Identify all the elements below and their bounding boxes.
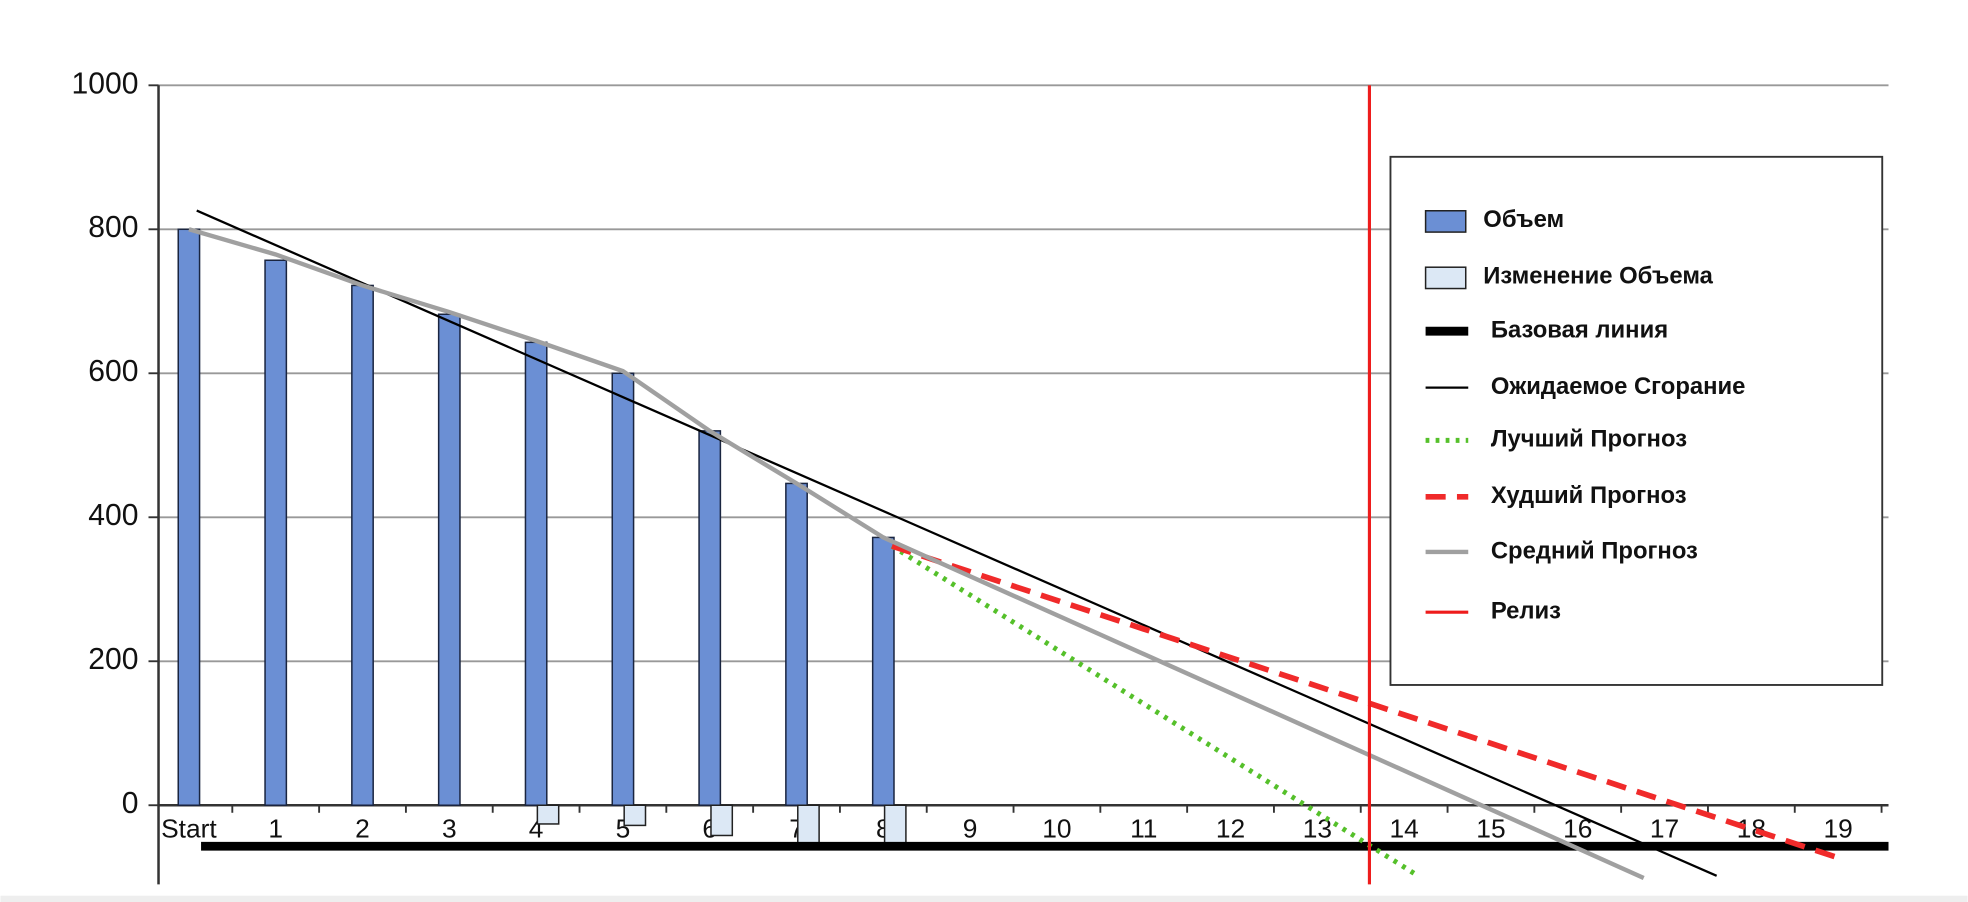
scope-change-bar [797,804,820,846]
bar [611,372,635,806]
legend-label: Лучший Прогноз [1491,426,1687,453]
bar [351,284,374,806]
legend-label: Изменение Объема [1483,263,1713,290]
scope-change-bar [710,804,734,837]
x-tick-label: 11 [1130,813,1157,843]
bottom-strip [0,895,1968,902]
x-tick-label: 17 [1650,813,1679,843]
bar [177,228,201,806]
y-tick-label: 0 [122,787,139,820]
x-tick-label: 19 [1824,813,1853,843]
scope-change-bar [883,804,907,846]
legend-box [1389,155,1884,686]
x-tick-label: 14 [1390,813,1419,843]
x-tick-label: 16 [1563,813,1592,843]
legend-label: Худший Прогноз [1491,482,1687,509]
bar [785,482,808,806]
line-gray [188,227,1645,880]
y-tick-label: 800 [88,211,138,244]
y-tick-label: 600 [88,355,138,388]
legend-label: Ожидаемое Сгорание [1491,373,1746,400]
y-tick-label: 200 [88,643,138,676]
x-tick-label: 12 [1216,813,1245,843]
x-tick-label: 10 [1042,813,1071,843]
line-dashed [891,543,1844,862]
scope-change-bar [623,804,647,827]
legend-label: Релиз [1491,598,1561,625]
bar [264,259,288,806]
y-tick-label: 400 [88,499,138,532]
line-dotted [890,543,1420,878]
legend-swatch [1424,210,1467,233]
x-tick-label: 15 [1476,813,1505,843]
scope-change-bar [536,804,560,825]
x-tick-label: Start [161,813,217,843]
y-tick-label: 1000 [72,67,139,100]
x-tick-label: 3 [442,813,457,843]
x-tick-label: 1 [268,813,283,843]
legend-label: Объем [1483,206,1564,233]
legend-label: Базовая линия [1491,316,1668,343]
x-tick-label: 2 [355,813,370,843]
x-tick-label: 9 [963,813,978,843]
bar [698,430,722,806]
legend: Объем Изменение Объема Базовая линия Ожидае… [1389,155,1884,686]
line-thin [196,209,1718,877]
bar [871,536,895,806]
bar [437,313,461,806]
legend-swatch [1424,266,1467,290]
bar [524,341,548,806]
legend-label: Средний Прогноз [1491,537,1698,564]
